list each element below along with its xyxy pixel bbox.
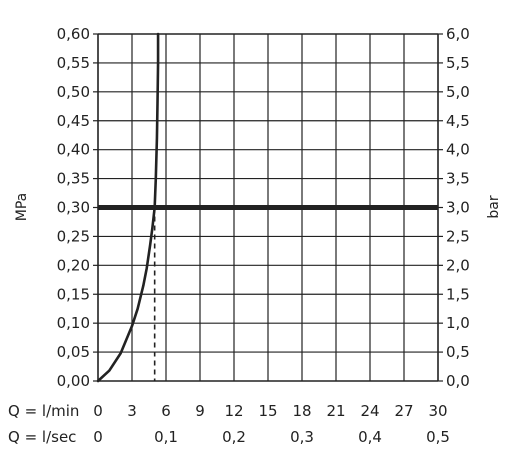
x-tick-label-lmin: 30	[428, 402, 447, 420]
y-axis-right-title: bar	[486, 195, 502, 218]
y-tick-label-mpa: 0,45	[57, 112, 90, 130]
chart-labels: 0,00 0,00,05 0,50,10 1,00,15 1,50,20 2,00,25 2…	[57, 25, 470, 446]
y-tick-label-bar: 3,5	[446, 170, 470, 188]
y-tick-label-mpa: 0,60	[57, 25, 90, 43]
y-tick-label-bar: 4,5	[446, 112, 470, 130]
y-tick-label-mpa: 0,15	[57, 285, 90, 303]
y-tick-label-bar: 2,5	[446, 227, 470, 245]
y-tick-label-bar: 3,0	[446, 199, 470, 217]
x-tick-label-lsec: 0	[93, 428, 103, 446]
chart-ticks	[93, 33, 443, 382]
chart-axis-titles: MPa bar Q = l/min Q = l/sec	[8, 193, 502, 446]
x-tick-label-lsec: 0,3	[290, 428, 314, 446]
chart-series	[96, 32, 160, 383]
y-tick-label-mpa: 0,55	[57, 54, 90, 72]
y-tick-label-bar: 5,5	[446, 54, 470, 72]
y-tick-label-mpa: 0,00	[57, 372, 90, 390]
x-tick-label-lmin: 0	[93, 402, 103, 420]
x-tick-label-lmin: 27	[394, 402, 413, 420]
y-tick-label-bar: 0,5	[446, 343, 470, 361]
x-tick-label-lmin: 12	[224, 402, 243, 420]
x-tick-label-lsec: 0,4	[358, 428, 382, 446]
x-tick-label-lmin: 24	[360, 402, 379, 420]
x-axis-row1-title: Q = l/min	[8, 402, 79, 420]
y-tick-label-bar: 1,5	[446, 285, 470, 303]
x-tick-label-lsec: 0,5	[426, 428, 450, 446]
y-tick-label-mpa: 0,35	[57, 170, 90, 188]
y-tick-label-bar: 6,0	[446, 25, 470, 43]
x-axis-row2-title: Q = l/sec	[8, 428, 76, 446]
y-tick-label-bar: 0,0	[446, 372, 470, 390]
y-tick-label-bar: 2,0	[446, 256, 470, 274]
y-tick-label-bar: 5,0	[446, 83, 470, 101]
y-axis-left-title: MPa	[14, 193, 30, 221]
y-tick-label-mpa: 0,40	[57, 141, 90, 159]
x-tick-label-lmin: 3	[127, 402, 137, 420]
y-tick-label-mpa: 0,50	[57, 83, 90, 101]
x-tick-label-lsec: 0,2	[222, 428, 246, 446]
x-tick-label-lmin: 9	[195, 402, 205, 420]
series-line-flow-curve	[96, 32, 160, 383]
y-tick-label-mpa: 0,30	[57, 199, 90, 217]
x-tick-label-lmin: 6	[161, 402, 171, 420]
y-tick-label-mpa: 0,10	[57, 314, 90, 332]
y-tick-label-bar: 4,0	[446, 141, 470, 159]
x-tick-label-lsec: 0,1	[154, 428, 178, 446]
y-tick-label-mpa: 0,05	[57, 343, 90, 361]
y-tick-label-bar: 1,0	[446, 314, 470, 332]
x-tick-label-lmin: 21	[326, 402, 345, 420]
x-tick-label-lmin: 15	[258, 402, 277, 420]
x-tick-label-lmin: 18	[292, 402, 311, 420]
y-tick-label-mpa: 0,20	[57, 256, 90, 274]
y-tick-label-mpa: 0,25	[57, 227, 90, 245]
